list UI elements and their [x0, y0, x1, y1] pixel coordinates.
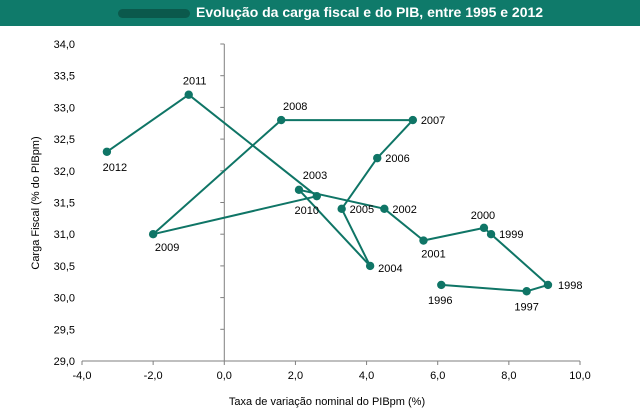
data-point-2003 — [294, 185, 304, 195]
y-tick-label: 31,0 — [54, 229, 75, 241]
x-tick-label: 0,0 — [217, 370, 232, 382]
data-point-2006 — [373, 153, 382, 163]
x-tick-label: -2,0 — [144, 370, 163, 382]
y-tick-label: 32,0 — [54, 166, 75, 178]
x-tick-label: 4,0 — [359, 370, 374, 382]
data-point-2002 — [380, 204, 389, 214]
data-point-2001 — [419, 236, 428, 245]
y-tick-label: 30,5 — [54, 261, 75, 273]
y-tick-label: 29,5 — [54, 324, 75, 336]
data-point-2010 — [312, 191, 321, 201]
y-tick-label: 32,5 — [54, 134, 75, 146]
data-point-2004 — [365, 261, 375, 271]
data-point-1996 — [437, 280, 446, 290]
series-line — [106, 93, 549, 293]
y-tick-label: 34,0 — [54, 39, 75, 51]
data-point-2009 — [148, 230, 158, 239]
point-label-2008: 2008 — [283, 101, 307, 113]
chart-title: Evolução da carga fiscal e do PIB, entre… — [196, 4, 544, 20]
y-tick-label: 31,5 — [54, 198, 75, 210]
y-tick-label: 33,5 — [54, 71, 75, 83]
data-point-2011 — [184, 90, 193, 99]
point-label-2000: 2000 — [471, 210, 495, 222]
point-label-2005: 2005 — [350, 204, 374, 216]
point-label-2004: 2004 — [378, 263, 402, 275]
chart-axes: 29,0 29,5 30,0 30,5 31,0 31,5 32,0 32,5 33,0 33,5… — [54, 39, 591, 382]
y-tick-label: 33,0 — [54, 102, 75, 114]
point-label-2007: 2007 — [421, 115, 445, 127]
point-label-1996: 1996 — [428, 295, 452, 307]
point-label-2010: 2010 — [295, 205, 319, 217]
data-point-layer — [102, 90, 553, 296]
x-axis-title: Taxa de variação nominal do PIBpm (%) — [229, 396, 425, 408]
data-point-2012 — [102, 147, 112, 156]
data-point-1997 — [522, 287, 531, 296]
point-label-2009: 2009 — [155, 242, 179, 254]
point-label-2002: 2002 — [392, 204, 416, 216]
x-tick-label: -4,0 — [73, 370, 92, 382]
data-point-2005 — [337, 204, 346, 214]
x-tick-label: 2,0 — [288, 370, 303, 382]
y-axis-title: Carga Fiscal (% do PIBpm) — [30, 136, 42, 269]
point-label-layer: 1996 1997 1998 1999 2000 2001 2002 2003 2004 2005… — [103, 76, 583, 314]
data-point-1998 — [543, 280, 553, 290]
data-point-2007 — [408, 115, 418, 125]
point-label-1997: 1997 — [514, 301, 538, 313]
point-label-1999: 1999 — [499, 229, 523, 241]
chart-title-bar: Evolução da carga fiscal e do PIB, entre… — [0, 0, 640, 26]
data-point-1999 — [486, 230, 496, 239]
redacted-title-fragment — [118, 9, 190, 18]
x-tick-label: 8,0 — [501, 370, 516, 382]
point-label-2012: 2012 — [103, 162, 127, 174]
point-label-2011: 2011 — [183, 76, 207, 88]
data-point-2008 — [277, 115, 286, 125]
data-point-2000 — [479, 223, 489, 233]
point-label-2006: 2006 — [385, 153, 409, 165]
y-tick-label: 30,0 — [54, 293, 75, 305]
point-label-2001: 2001 — [421, 249, 445, 261]
x-tick-label: 10,0 — [569, 370, 590, 382]
point-label-1998: 1998 — [558, 280, 582, 292]
x-tick-label: 6,0 — [430, 370, 445, 382]
series-line-layer — [106, 93, 549, 293]
y-tick-label: 29,0 — [54, 356, 75, 368]
point-label-2003: 2003 — [303, 170, 327, 182]
